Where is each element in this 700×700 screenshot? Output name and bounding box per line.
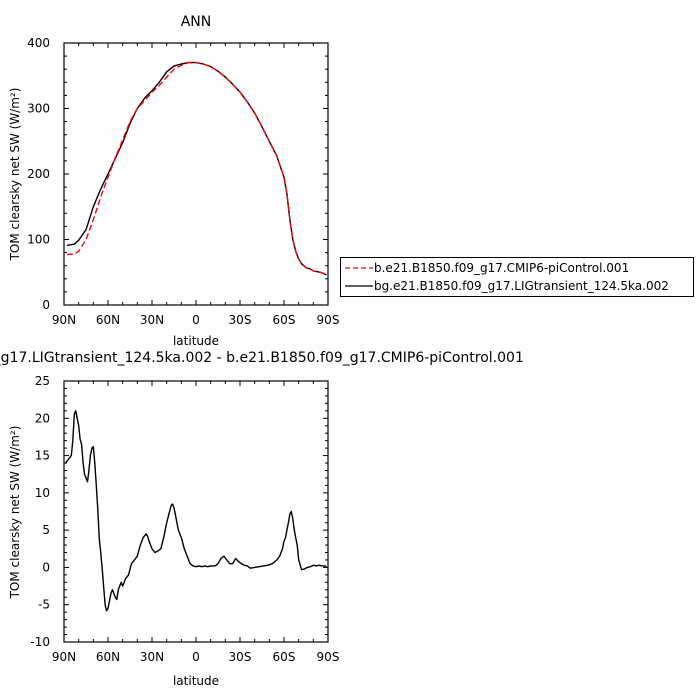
top-x-tick-label: 60N bbox=[96, 313, 120, 327]
top-plot-frame bbox=[63, 42, 329, 306]
top-x-tick-label: 60S bbox=[273, 313, 296, 327]
top-y-tick-label: 300 bbox=[27, 102, 50, 116]
bottom-y-axis-label: TOM clearsky net SW (W/m²) bbox=[8, 426, 22, 600]
bottom-x-tick-label: 30S bbox=[229, 650, 252, 664]
top-panel: ANN 90N 60N 30N 0 30S 60S 90S 0 100 200 300 400 la… bbox=[8, 14, 339, 348]
legend-entry: b.e21.B1850.f09_g17.CMIP6-piControl.001 bbox=[341, 260, 693, 278]
top-x-tick-label: 30S bbox=[229, 313, 252, 327]
bottom-y-tick-label: -5 bbox=[38, 598, 50, 612]
top-series-layer bbox=[66, 61, 327, 276]
bottom-x-tick-label: 90S bbox=[317, 650, 340, 664]
top-x-axis-label: latitude bbox=[173, 334, 219, 348]
legend-label: bg.e21.B1850.f09_g17.LIGtransient_124.5k… bbox=[374, 279, 669, 293]
bottom-x-tick-label: 60N bbox=[96, 650, 120, 664]
top-panel-title: ANN bbox=[181, 14, 212, 30]
legend-solid-line-swatch bbox=[345, 285, 373, 287]
bottom-plot-frame bbox=[63, 380, 329, 643]
top-y-tick-label: 0 bbox=[42, 298, 50, 312]
bottom-series-line-0 bbox=[64, 410, 328, 612]
bottom-y-tick-label: -10 bbox=[30, 635, 50, 649]
bottom-panel-title: bg.e21.B1850.f09_g17.LIGtransient_124.5k… bbox=[0, 350, 524, 366]
bottom-x-tick-label: 90N bbox=[52, 650, 76, 664]
top-y-tick-label: 400 bbox=[27, 36, 50, 50]
legend-dashed-line-swatch bbox=[345, 267, 373, 269]
bottom-x-tick-label: 0 bbox=[192, 650, 200, 664]
bottom-series-layer bbox=[64, 410, 328, 612]
top-x-tick-label: 90N bbox=[52, 313, 76, 327]
top-x-tick-label: 90S bbox=[317, 313, 340, 327]
top-x-tick-label: 30N bbox=[140, 313, 164, 327]
top-y-axis-label: TOM clearsky net SW (W/m²) bbox=[8, 88, 22, 262]
top-x-tick-label: 0 bbox=[192, 313, 200, 327]
top-y-tick-label: 100 bbox=[27, 233, 50, 247]
bottom-x-tick-label: 60S bbox=[273, 650, 296, 664]
bottom-y-tick-label: 15 bbox=[35, 449, 50, 463]
bottom-y-tick-label: 5 bbox=[42, 523, 50, 537]
bottom-y-tick-label: 0 bbox=[42, 560, 50, 574]
legend-entry: bg.e21.B1850.f09_g17.LIGtransient_124.5k… bbox=[341, 278, 693, 296]
bottom-y-tick-label: 10 bbox=[35, 486, 50, 500]
bottom-y-tick-label: 25 bbox=[35, 374, 50, 388]
legend-label: b.e21.B1850.f09_g17.CMIP6-piControl.001 bbox=[374, 261, 630, 275]
bottom-x-tick-label: 30N bbox=[140, 650, 164, 664]
top-y-ticks: 0 100 200 300 400 bbox=[27, 36, 328, 312]
top-x-ticks: 90N 60N 30N 0 30S 60S 90S bbox=[52, 43, 340, 327]
top-y-tick-label: 200 bbox=[27, 167, 50, 181]
bottom-x-ticks: 90N 60N 30N 0 30S 60S 90S bbox=[52, 381, 340, 664]
bottom-y-ticks: -10 -5 0 5 10 15 20 25 bbox=[30, 374, 328, 649]
legend: b.e21.B1850.f09_g17.CMIP6-piControl.001 … bbox=[340, 257, 694, 297]
bottom-panel: bg.e21.B1850.f09_g17.LIGtransient_124.5k… bbox=[0, 350, 524, 688]
top-series-line-1 bbox=[66, 61, 327, 276]
bottom-x-axis-label: latitude bbox=[173, 674, 219, 688]
bottom-y-tick-label: 20 bbox=[35, 411, 50, 425]
top-series-line-0 bbox=[66, 61, 327, 276]
